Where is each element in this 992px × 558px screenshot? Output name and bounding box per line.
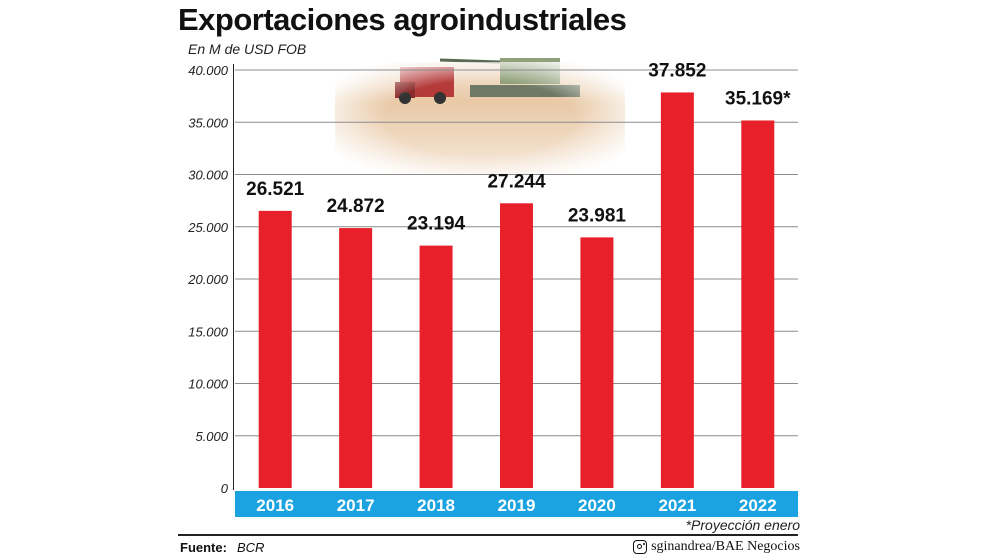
y-tick-label: 35.000 xyxy=(188,115,229,130)
x-tick-label-2016: 2016 xyxy=(256,496,294,515)
instagram-icon xyxy=(633,540,648,554)
value-label-2020: 23.981 xyxy=(568,205,627,226)
chart-subtitle: En M de USD FOB xyxy=(188,41,307,57)
bar-2020 xyxy=(580,237,614,488)
y-tick-label: 30.000 xyxy=(188,168,229,183)
x-tick-label-2020: 2020 xyxy=(578,496,616,515)
y-tick-label: 10.000 xyxy=(188,377,229,392)
source-label: Fuente: xyxy=(180,540,227,555)
projection-note: *Proyección enero xyxy=(685,517,800,533)
bar-2016 xyxy=(258,210,292,489)
x-tick-label-2019: 2019 xyxy=(498,496,536,515)
x-tick-label-2022: 2022 xyxy=(739,496,777,515)
credit: sginandrea/BAE Negocios xyxy=(633,539,800,555)
x-tick-label-2018: 2018 xyxy=(417,496,455,515)
chart-title: Exportaciones agroindustriales xyxy=(178,2,627,37)
footer-rule xyxy=(178,534,798,536)
bar-2019 xyxy=(500,203,533,488)
y-tick-label: 15.000 xyxy=(188,324,229,339)
y-tick-label: 40.000 xyxy=(188,63,229,78)
x-tick-label-2017: 2017 xyxy=(337,496,375,515)
bar-2018 xyxy=(419,245,453,488)
harvest-photo xyxy=(335,58,625,174)
value-label-2021: 37.852 xyxy=(648,60,706,81)
value-label-2022: 35.169* xyxy=(725,88,791,109)
value-label-2017: 24.872 xyxy=(327,196,385,217)
source: Fuente: BCR xyxy=(180,540,264,555)
y-tick-label: 0 xyxy=(221,481,229,496)
value-label-2019: 27.244 xyxy=(487,171,546,192)
bar-2021 xyxy=(660,92,694,489)
y-tick-label: 20.000 xyxy=(187,272,229,287)
y-axis-line xyxy=(233,64,234,490)
bar-2022 xyxy=(741,120,775,488)
y-tick-label: 25.000 xyxy=(187,220,229,235)
value-label-2018: 23.194 xyxy=(407,214,466,235)
x-tick-label-2021: 2021 xyxy=(658,496,696,515)
credit-text: sginandrea/BAE Negocios xyxy=(651,539,800,554)
year-band xyxy=(235,491,798,517)
source-value: BCR xyxy=(236,540,265,555)
value-label-2016: 26.521 xyxy=(246,179,305,200)
bar-2017 xyxy=(339,228,373,489)
y-tick-label: 5.000 xyxy=(195,429,228,444)
